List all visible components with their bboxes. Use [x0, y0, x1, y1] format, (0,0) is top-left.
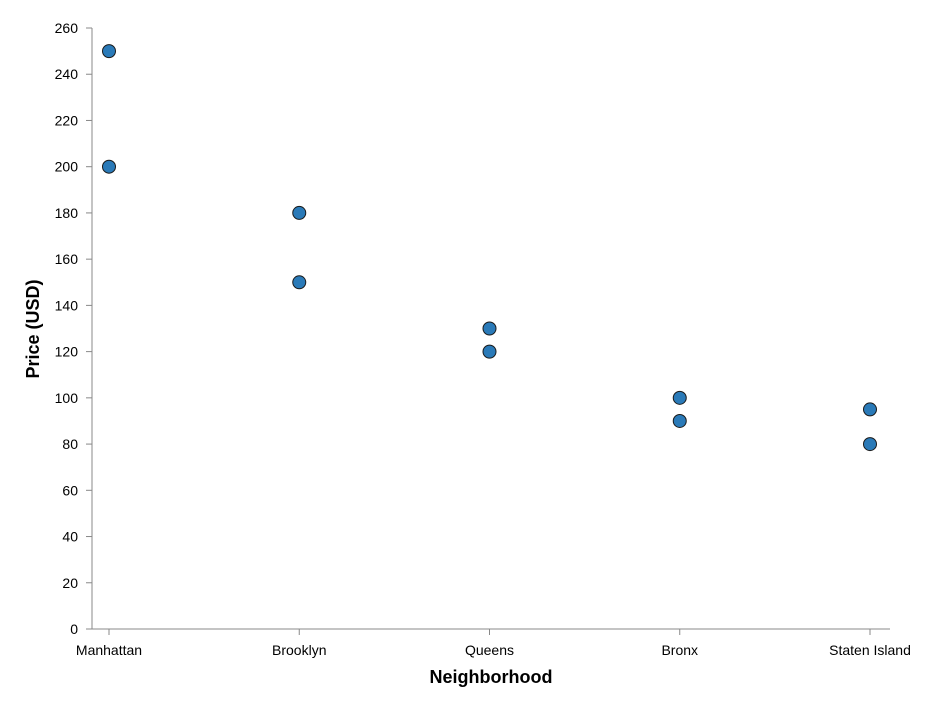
y-axis: 0 20 40 60 80 100 120 140 160 180 200 220 240 260	[55, 20, 93, 637]
y-tick-label: 260	[55, 20, 79, 36]
y-tick-label: 160	[55, 251, 79, 267]
x-axis: Manhattan Brooklyn Queens Bronx Staten Islan…	[76, 628, 911, 658]
y-axis-title: Price (USD)	[23, 279, 43, 378]
data-point	[482, 321, 497, 336]
y-tick-label: 60	[62, 482, 78, 498]
y-tick-label: 20	[62, 575, 78, 591]
data-points	[102, 44, 877, 452]
y-tick-label: 200	[55, 159, 79, 175]
y-tick-label: 140	[55, 297, 79, 313]
x-tick-label: Staten Island	[829, 642, 911, 658]
data-point	[292, 205, 307, 220]
data-point	[482, 344, 497, 359]
data-point	[292, 275, 307, 290]
y-tick-label: 120	[55, 344, 79, 360]
y-tick-label: 180	[55, 205, 79, 221]
y-tick-label: 0	[70, 621, 78, 637]
data-point	[672, 390, 687, 405]
y-tick-label: 240	[55, 66, 79, 82]
x-tick-label: Manhattan	[76, 642, 142, 658]
x-tick-label: Bronx	[661, 642, 698, 658]
data-point	[102, 159, 116, 174]
data-point	[863, 437, 877, 452]
y-tick-label: 80	[62, 436, 78, 452]
data-point	[863, 402, 877, 417]
y-tick-label: 220	[55, 112, 79, 128]
data-point	[102, 44, 116, 59]
x-tick-label: Brooklyn	[272, 642, 326, 658]
y-tick-label: 100	[55, 390, 79, 406]
x-tick-label: Queens	[465, 642, 514, 658]
y-tick-label: 40	[62, 529, 78, 545]
x-axis-title: Neighborhood	[430, 667, 553, 687]
data-point	[672, 413, 687, 428]
